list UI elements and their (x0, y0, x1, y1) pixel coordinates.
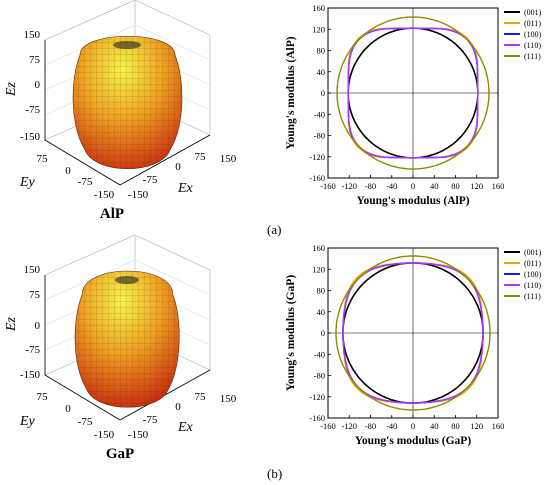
caption-a: (a) (267, 222, 282, 237)
y-tick-label: 160 (312, 3, 325, 13)
y-tick-label: 120 (312, 264, 325, 274)
y-tick-label: 40 (317, 67, 326, 77)
y-axis-label: Young's modulus (GaP) (285, 275, 297, 391)
series-line-gap-111 (335, 255, 491, 411)
x-tick-label: -40 (386, 421, 397, 431)
series-line-gap-110 (342, 262, 484, 404)
x-tick: -75 (143, 414, 158, 426)
x-axis-label: Young's modulus (GaP) (355, 435, 471, 447)
y-tick-label: -80 (314, 371, 325, 381)
y-tick-label: -160 (309, 413, 325, 423)
x-tick-label: 40 (430, 421, 439, 431)
legend-label: (111) (524, 52, 541, 61)
y-tick-label: 0 (321, 328, 325, 338)
x-tick: 75 (195, 391, 207, 403)
y-tick-label: -120 (309, 152, 325, 162)
x-tick: -150 (128, 189, 149, 201)
legend-label: (110) (524, 281, 541, 290)
material-label-gap: GaP (106, 446, 134, 462)
legend-label: (100) (524, 30, 542, 39)
x-tick-label: -160 (320, 181, 336, 191)
x-tick-label: -80 (365, 421, 376, 431)
y-tick: -75 (78, 176, 93, 188)
z-tick: 150 (24, 264, 41, 276)
x-tick: -75 (143, 174, 158, 186)
y-tick-label: 80 (317, 286, 326, 296)
x-axis-label: Ex (177, 181, 194, 196)
z-tick: 0 (35, 79, 41, 91)
legend-label: (001) (524, 8, 542, 17)
z-tick: 0 (35, 320, 41, 332)
x-tick-label: 160 (492, 421, 505, 431)
legend-label: (100) (524, 270, 542, 279)
surface-plot-gap: 150 75 0 -75 -150 Ez 75 0 -75 -150 Ey -1… (4, 235, 237, 462)
z-tick: 75 (29, 54, 41, 66)
x-tick: 0 (175, 161, 181, 173)
z-tick: 150 (24, 29, 41, 41)
y-tick-label: -80 (314, 131, 325, 141)
y-tick-label: 120 (312, 24, 325, 34)
x-tick-label: 120 (470, 421, 483, 431)
y-tick-label: -40 (314, 349, 325, 359)
x-tick-label: -120 (341, 421, 357, 431)
x-tick: 150 (220, 393, 237, 405)
z-axis-label: Ez (4, 81, 19, 97)
legend-label: (111) (524, 292, 541, 301)
x-tick: -150 (128, 429, 149, 441)
z-tick: -150 (20, 369, 41, 381)
x-axis-label: Ex (177, 420, 194, 435)
z-tick: -75 (25, 104, 40, 116)
x-tick-label: -80 (365, 181, 376, 191)
y-tick: -150 (94, 189, 115, 201)
y-axis-label: Ey (19, 414, 36, 429)
x-tick: 150 (220, 153, 237, 165)
legend-label: (011) (524, 19, 541, 28)
legend-label: (110) (524, 41, 541, 50)
material-label-alp: AlP (100, 206, 124, 222)
y-tick: 75 (37, 391, 49, 403)
modulus-chart-gap: -160 -120 -80 -40 0 40 80 120 160 -160 -120 -80 -40 0… (285, 243, 542, 447)
x-tick-label: 0 (411, 181, 415, 191)
x-tick: 75 (195, 151, 207, 163)
y-tick-label: -40 (314, 109, 325, 119)
x-tick-label: 40 (430, 181, 439, 191)
caption-b: (b) (267, 466, 283, 481)
y-tick-label: 160 (312, 243, 325, 253)
x-tick-label: 80 (451, 181, 460, 191)
x-tick-label: -120 (341, 181, 357, 191)
x-tick-label: 120 (470, 181, 483, 191)
y-tick-label: 0 (321, 88, 325, 98)
y-axis-label: Ey (19, 175, 36, 190)
y-tick-label: -160 (309, 173, 325, 183)
z-tick: 75 (29, 289, 41, 301)
x-tick-label: 0 (411, 421, 415, 431)
y-tick: 0 (65, 403, 71, 415)
legend-label: (001) (524, 248, 542, 257)
x-tick-label: -40 (386, 181, 397, 191)
z-axis-label: Ez (4, 316, 19, 332)
x-tick-label: -160 (320, 421, 336, 431)
y-axis-label: Young's modulus (AlP) (285, 36, 297, 149)
z-tick: -150 (20, 131, 41, 143)
legend-label: (011) (524, 259, 541, 268)
series-line-alp-111 (336, 16, 490, 170)
x-tick-label: 160 (492, 181, 505, 191)
y-tick-label: -120 (309, 392, 325, 402)
x-tick: 0 (175, 401, 181, 413)
y-tick: 75 (37, 153, 49, 165)
x-tick-label: 80 (451, 421, 460, 431)
x-axis-label: Young's modulus (AlP) (356, 195, 469, 207)
y-tick: 0 (65, 165, 71, 177)
y-tick: -75 (78, 416, 93, 428)
surface-plot-alp: 150 75 0 -75 -150 Ez 75 0 -75 -150 Ey -1… (4, 0, 237, 222)
modulus-chart-alp: -160 -120 -80 -40 0 40 80 120 160 -160 -120 -80 -40 0… (285, 3, 542, 207)
y-tick-label: 80 (317, 46, 326, 56)
y-tick: -150 (94, 429, 115, 441)
series-line-alp-110 (347, 27, 479, 159)
y-tick-label: 40 (317, 307, 326, 317)
z-tick: -75 (25, 344, 40, 356)
